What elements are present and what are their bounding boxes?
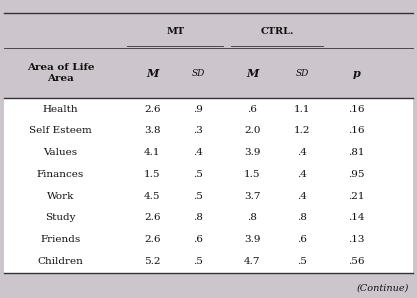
Text: 4.1: 4.1	[144, 148, 161, 157]
Text: 1.1: 1.1	[294, 105, 311, 114]
Text: .13: .13	[348, 235, 365, 244]
Text: .81: .81	[348, 148, 365, 157]
Text: 1.5: 1.5	[244, 170, 261, 179]
Text: .4: .4	[297, 148, 307, 157]
Text: .14: .14	[348, 213, 365, 223]
Text: .8: .8	[247, 213, 257, 223]
Text: 1.2: 1.2	[294, 126, 311, 136]
Bar	[4, 273, 413, 298]
Text: 3.9: 3.9	[244, 235, 261, 244]
Text: 3.7: 3.7	[244, 192, 261, 201]
Text: 2.6: 2.6	[144, 105, 161, 114]
Text: Finances: Finances	[37, 170, 84, 179]
Text: SD: SD	[191, 69, 205, 77]
Text: 3.9: 3.9	[244, 148, 261, 157]
Text: .4: .4	[297, 192, 307, 201]
Text: M: M	[146, 68, 158, 78]
Text: .95: .95	[348, 170, 365, 179]
Text: CTRL.: CTRL.	[261, 27, 294, 36]
Text: MT: MT	[166, 27, 184, 36]
Text: .6: .6	[297, 235, 307, 244]
Text: .8: .8	[297, 213, 307, 223]
Text: 2.0: 2.0	[244, 126, 261, 136]
Text: .16: .16	[348, 126, 365, 136]
Text: .5: .5	[193, 257, 203, 266]
Text: 4.7: 4.7	[244, 257, 261, 266]
Text: M: M	[246, 68, 259, 78]
Text: Study: Study	[45, 213, 76, 223]
Text: 2.6: 2.6	[144, 213, 161, 223]
Text: Self Esteem: Self Esteem	[29, 126, 92, 136]
Text: .8: .8	[193, 213, 203, 223]
Bar	[4, 13, 413, 98]
Text: .5: .5	[297, 257, 307, 266]
Text: .4: .4	[193, 148, 203, 157]
Text: Work: Work	[47, 192, 74, 201]
Text: .6: .6	[193, 235, 203, 244]
Text: Values: Values	[43, 148, 78, 157]
Text: 4.5: 4.5	[144, 192, 161, 201]
Text: .9: .9	[193, 105, 203, 114]
Text: .5: .5	[193, 170, 203, 179]
Text: .21: .21	[348, 192, 365, 201]
Text: 3.8: 3.8	[144, 126, 161, 136]
Text: .6: .6	[247, 105, 257, 114]
Text: 2.6: 2.6	[144, 235, 161, 244]
Text: .16: .16	[348, 105, 365, 114]
Text: (Continue): (Continue)	[356, 283, 409, 292]
Text: 5.2: 5.2	[144, 257, 161, 266]
Text: .3: .3	[193, 126, 203, 136]
Text: SD: SD	[296, 69, 309, 77]
Text: Friends: Friends	[40, 235, 80, 244]
Text: p: p	[353, 68, 360, 78]
Text: .5: .5	[193, 192, 203, 201]
Bar	[4, 98, 413, 273]
Text: Area of Life
Area: Area of Life Area	[27, 63, 94, 83]
Text: .4: .4	[297, 170, 307, 179]
Text: Health: Health	[43, 105, 78, 114]
Text: 1.5: 1.5	[144, 170, 161, 179]
Text: .56: .56	[348, 257, 365, 266]
Text: Children: Children	[38, 257, 83, 266]
